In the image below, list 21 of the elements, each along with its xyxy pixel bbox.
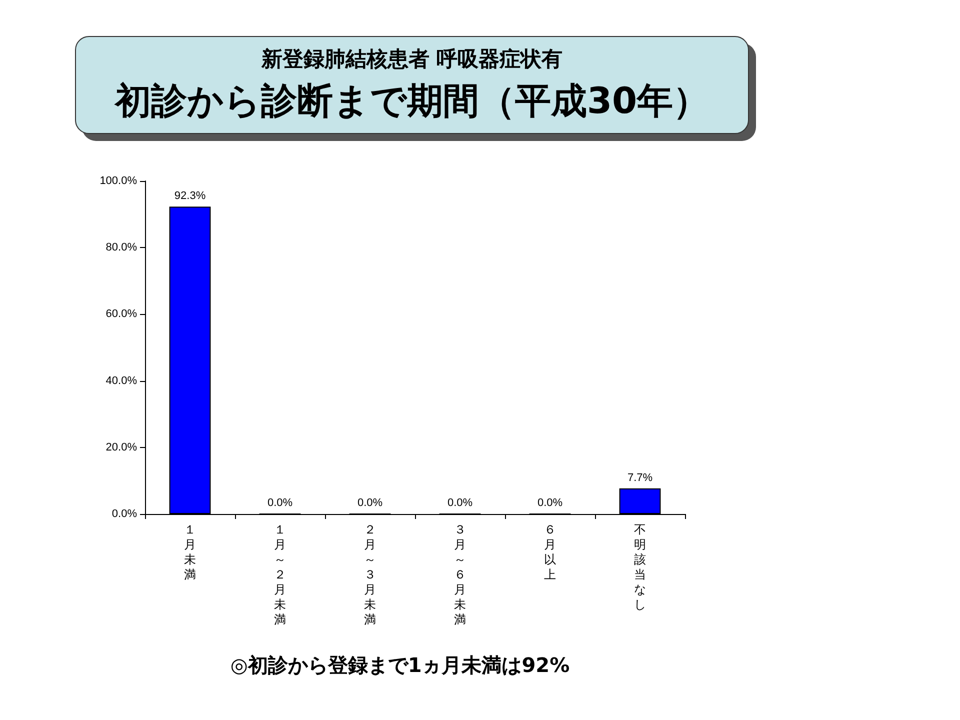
data-label: 0.0%: [537, 497, 563, 509]
data-label: 0.0%: [267, 497, 293, 509]
chart-title: 初診から診断まで期間（平成30年）: [113, 80, 710, 124]
x-tick-label: １月未満: [184, 522, 196, 582]
y-tick-label: 80.0%: [106, 242, 138, 254]
x-tick-label: 不明該当なし: [634, 522, 646, 612]
data-label: 0.0%: [447, 497, 473, 509]
y-tick-label: 40.0%: [106, 374, 138, 387]
y-tick-label: 20.0%: [106, 441, 138, 454]
data-label: 7.7%: [627, 472, 653, 484]
data-label: 92.3%: [174, 190, 206, 202]
chart-subtitle: 新登録肺結核患者 呼吸器症状有: [260, 46, 564, 73]
y-tick-label: 100.0%: [100, 175, 138, 187]
text: ◎初診から登録まで1ヵ月未満は92%: [229, 652, 571, 679]
x-tick-label: ３月～６月未満: [454, 522, 466, 626]
x-tick-label: ２月～３月未満: [364, 522, 376, 626]
y-tick-label: 0.0%: [112, 508, 138, 520]
data-label: 0.0%: [357, 497, 383, 509]
x-tick-label: １月～２月未満: [274, 522, 286, 626]
y-tick-label: 60.0%: [106, 308, 138, 320]
x-tick-label: ６月以上: [544, 522, 556, 582]
